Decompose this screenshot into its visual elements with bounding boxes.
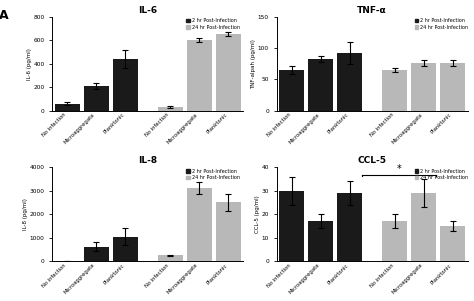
Bar xyxy=(113,59,138,111)
Bar xyxy=(382,70,407,111)
Legend: 2 hr Post-Infection, 24 hr Post-Infection: 2 hr Post-Infection, 24 hr Post-Infectio… xyxy=(414,17,469,31)
Bar xyxy=(411,63,436,111)
Bar xyxy=(440,63,465,111)
Bar xyxy=(84,247,109,261)
Bar xyxy=(308,59,333,111)
Y-axis label: TNF-alpah (pg/ml): TNF-alpah (pg/ml) xyxy=(252,39,256,88)
Legend: 2 hr Post-Infection, 24 hr Post-Infection: 2 hr Post-Infection, 24 hr Post-Infectio… xyxy=(185,168,241,181)
Bar xyxy=(337,53,362,111)
Bar xyxy=(187,188,212,261)
Bar xyxy=(113,237,138,261)
Bar xyxy=(411,193,436,261)
Y-axis label: CCL-5 (pg/ml): CCL-5 (pg/ml) xyxy=(255,195,260,233)
Bar xyxy=(187,40,212,111)
Legend: 2 hr Post-Infection, 24 hr Post-Infection: 2 hr Post-Infection, 24 hr Post-Infectio… xyxy=(414,168,469,181)
Title: IL-8: IL-8 xyxy=(138,156,157,165)
Bar xyxy=(84,86,109,111)
Bar xyxy=(279,191,304,261)
Title: CCL-5: CCL-5 xyxy=(357,156,387,165)
Bar xyxy=(216,34,241,111)
Text: *: * xyxy=(397,163,401,174)
Bar xyxy=(158,107,182,111)
Bar xyxy=(158,255,182,261)
Title: IL-6: IL-6 xyxy=(138,5,157,14)
Bar xyxy=(382,221,407,261)
Bar xyxy=(308,221,333,261)
Y-axis label: IL-8 (pg/ml): IL-8 (pg/ml) xyxy=(23,198,28,230)
Bar xyxy=(279,70,304,111)
Title: TNF-α: TNF-α xyxy=(357,5,387,14)
Legend: 2 hr Post-Infection, 24 hr Post-Infection: 2 hr Post-Infection, 24 hr Post-Infectio… xyxy=(185,17,241,31)
Bar xyxy=(337,193,362,261)
Y-axis label: IL-6 (pg/ml): IL-6 (pg/ml) xyxy=(27,48,32,80)
Bar xyxy=(55,104,80,111)
Bar xyxy=(216,203,241,261)
Bar xyxy=(440,226,465,261)
Text: A: A xyxy=(0,9,9,22)
